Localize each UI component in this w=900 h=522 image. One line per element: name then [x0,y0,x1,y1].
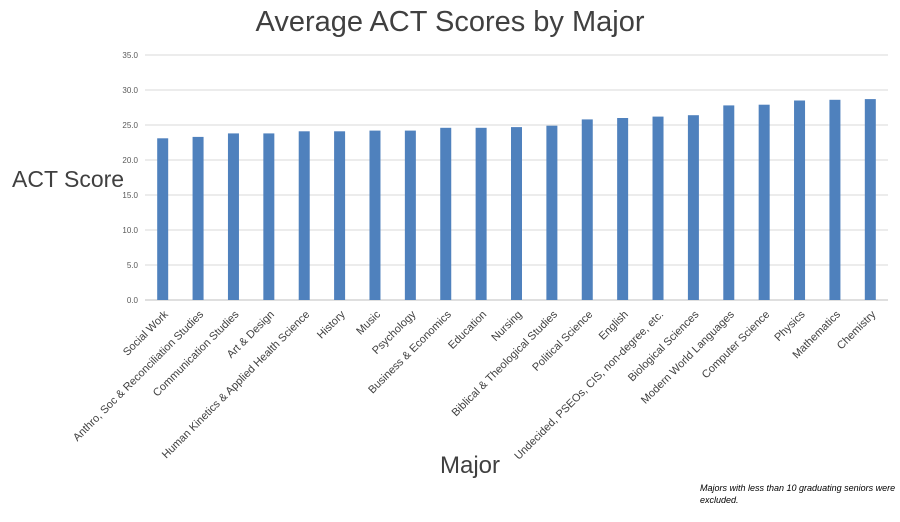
bar [687,115,699,300]
bar [227,133,239,300]
bar [440,127,452,300]
bar [829,99,841,300]
bar [334,131,346,300]
y-tick-label: 5.0 [127,261,139,270]
footnote: Majors with less than 10 graduating seni… [700,483,896,505]
y-tick-label: 25.0 [122,121,138,130]
x-axis-title: Major [440,452,501,479]
x-tick-label: Computer Science [700,309,772,381]
y-axis-ticks: 0.0 5.0 10.0 15.0 20.0 25.0 30.0 35.0 [122,51,138,305]
x-tick-label: Physics [772,308,808,344]
y-tick-label: 0.0 [127,296,139,305]
y-axis-title: ACT Score [12,166,125,192]
bar [192,136,204,300]
x-tick-label: English [597,309,631,343]
bar [157,138,169,300]
bar [581,119,593,301]
x-tick-label: Chemistry [835,308,879,352]
bar [546,125,558,300]
x-tick-label: Anthro, Soc & Reconciliation Studies [71,308,207,444]
bar [475,127,487,300]
bar [652,116,664,300]
y-tick-label: 20.0 [122,156,138,165]
bar [298,131,310,300]
bar [723,105,735,301]
bar [263,133,275,300]
x-tick-label: Education [446,309,489,352]
bar [794,100,806,300]
x-tick-label: History [315,308,348,341]
x-tick-label: Nursing [489,309,524,344]
bar [758,104,770,300]
bar [617,118,629,300]
y-tick-label: 35.0 [122,51,138,60]
x-tick-label: Music [354,308,383,337]
y-tick-label: 15.0 [122,191,138,200]
y-tick-label: 30.0 [122,86,138,95]
bar [511,127,522,300]
bar [369,130,381,300]
bar [864,99,876,300]
bars [157,99,876,301]
bar [404,130,416,300]
chart-title: Average ACT Scores by Major [255,6,645,38]
x-tick-label: Political Science [530,309,595,374]
y-tick-label: 10.0 [122,226,138,235]
